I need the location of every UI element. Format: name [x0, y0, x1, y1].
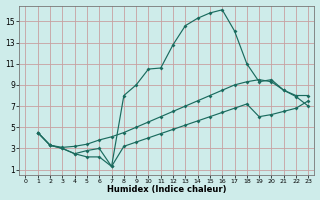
- X-axis label: Humidex (Indice chaleur): Humidex (Indice chaleur): [107, 185, 227, 194]
